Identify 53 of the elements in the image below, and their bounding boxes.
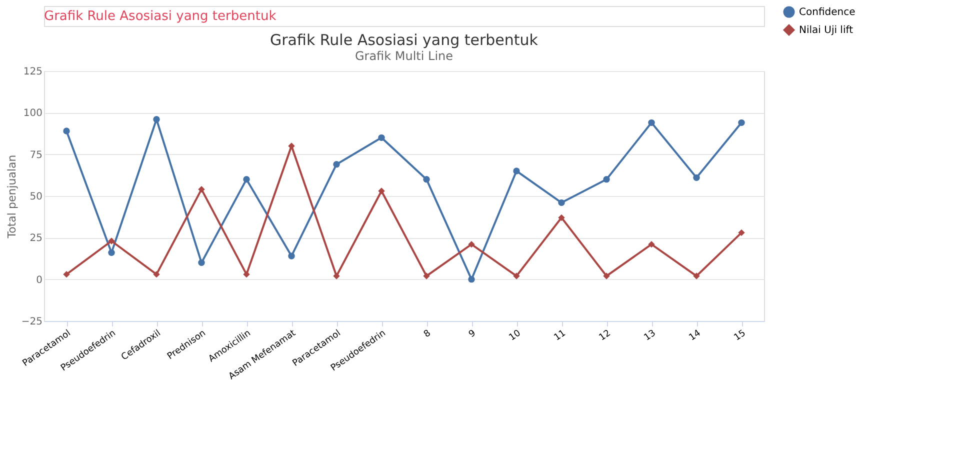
point [603, 272, 610, 280]
point [153, 116, 160, 123]
point [288, 252, 295, 260]
point [63, 270, 70, 278]
legend-label: Nilai Uji lift [799, 25, 854, 36]
x-tick-label: 12 [598, 328, 613, 344]
point [693, 272, 700, 280]
x-tick-label: 9 [467, 328, 478, 340]
point [243, 270, 250, 278]
point [693, 174, 700, 182]
x-tick-label: 10 [508, 328, 523, 344]
point [738, 229, 745, 236]
point [558, 199, 565, 206]
point [648, 240, 655, 248]
point [63, 128, 70, 134]
point [603, 176, 610, 183]
x-tick-label: 14 [688, 328, 703, 344]
legend-label: Confidence [799, 7, 856, 18]
point [198, 259, 205, 266]
point [333, 272, 340, 280]
point [468, 276, 475, 283]
y-tick-label: 75 [30, 150, 42, 161]
point [288, 142, 295, 150]
point [378, 188, 385, 194]
point [108, 249, 115, 256]
text: Grafik Rule Asosiasi yang terbentuk [44, 9, 277, 24]
x-tick-label: 8 [422, 328, 433, 340]
point [423, 272, 430, 280]
y-tick-label: 50 [30, 192, 42, 202]
y-tick-label: 125 [23, 66, 42, 78]
point [243, 176, 250, 183]
x-tick-label: 15 [732, 328, 748, 344]
point [198, 186, 205, 193]
x-tick-label: 11 [552, 328, 568, 344]
point [513, 168, 520, 174]
chart-title: Grafik Rule Asosiasi yang terbentuk [270, 31, 538, 49]
y-tick-label: −25 [21, 316, 42, 328]
y-tick-label: 0 [36, 274, 42, 286]
y-tick-label: 25 [30, 233, 42, 244]
point [153, 270, 160, 278]
y-axis-title: Total penjualan [5, 154, 18, 240]
point [108, 238, 115, 244]
y-tick-label: 100 [23, 108, 42, 120]
point [558, 214, 565, 222]
point [333, 160, 340, 168]
point [513, 272, 520, 280]
point [468, 240, 475, 248]
x-tick-label: 13 [642, 328, 658, 344]
chart-subtitle: Grafik Multi Line [354, 49, 454, 63]
point [738, 119, 745, 126]
point [378, 134, 385, 142]
point [648, 119, 655, 126]
point [423, 176, 430, 183]
